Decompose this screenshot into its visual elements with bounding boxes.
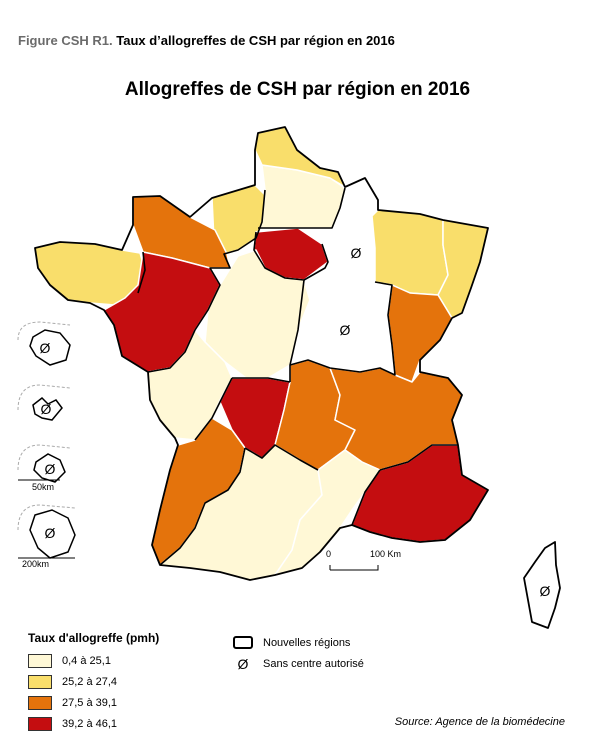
- region-guyane[interactable]: [29, 509, 76, 559]
- scale-bar: 0 100 Km: [326, 549, 401, 571]
- overseas-insets: [29, 329, 76, 559]
- legend-no-center: Ø Sans centre autorisé: [233, 653, 364, 674]
- null-symbols: Ø Ø Ø Ø Ø Ø Ø: [40, 245, 551, 599]
- null-symbol-bourgogne: Ø: [340, 322, 351, 338]
- region-bourgogne[interactable]: [289, 267, 393, 373]
- region-reunion[interactable]: [33, 453, 66, 483]
- null-symbol-martinique: Ø: [40, 340, 51, 356]
- legend-symbols: Nouvelles régions Ø Sans centre autorisé: [233, 632, 364, 674]
- figure-caption: Figure CSH R1. Taux d’allogreffes de CSH…: [18, 33, 395, 48]
- legend-new-regions-label: Nouvelles régions: [263, 636, 351, 649]
- legend-no-center-label: Sans centre autorisé: [263, 657, 364, 670]
- legend-label: 0,4 à 25,1: [62, 654, 111, 667]
- figure-number: Figure CSH R1.: [18, 33, 113, 48]
- null-symbol-champagne: Ø: [351, 245, 362, 261]
- inset-scale-50km: 50km: [32, 482, 54, 492]
- scale-bar-end: 100 Km: [370, 549, 401, 559]
- legend-swatch: [28, 695, 52, 710]
- legend-classes: Taux d'allogreffe (pmh) 0,4 à 25,1 25,2 …: [28, 631, 159, 734]
- legend-swatch: [28, 716, 52, 731]
- legend-swatch: [28, 674, 52, 689]
- legend-title: Taux d'allogreffe (pmh): [28, 631, 160, 645]
- null-symbol-reunion: Ø: [45, 461, 56, 477]
- legend-item: 25,2 à 27,4: [28, 671, 159, 692]
- national-border: [34, 126, 561, 629]
- legend-label: 25,2 à 27,4: [62, 675, 118, 688]
- null-symbol-corse: Ø: [540, 583, 551, 599]
- source-note: Source: Agence de la biomédecine: [394, 716, 565, 728]
- inset-frames: [17, 321, 76, 531]
- legend-item: 27,5 à 39,1: [28, 692, 159, 713]
- new-region-border-icon: [233, 636, 253, 649]
- map-title: Allogreffes de CSH par région en 2016: [124, 79, 471, 100]
- figure-caption-text: Taux d’allogreffes de CSH par région en …: [116, 33, 395, 48]
- region-lorraine[interactable]: [371, 209, 449, 296]
- null-symbol-guadeloupe: Ø: [41, 401, 52, 417]
- null-symbol-guyane: Ø: [45, 525, 56, 541]
- legend-swatch: [28, 653, 52, 668]
- legend-label: 27,5 à 39,1: [62, 696, 118, 709]
- region-martinique[interactable]: [29, 329, 71, 366]
- scale-bar-start: 0: [326, 549, 331, 559]
- null-symbol-icon: Ø: [237, 655, 249, 672]
- legend-label: 39,2 à 46,1: [62, 717, 118, 730]
- new-region-borders: [137, 187, 458, 566]
- region-guadeloupe[interactable]: [32, 397, 63, 421]
- legend-new-regions: Nouvelles régions: [233, 632, 364, 653]
- legend-item: 39,2 à 46,1: [28, 713, 159, 734]
- legend-item: 0,4 à 25,1: [28, 650, 159, 671]
- inset-scale-200km: 200km: [22, 559, 49, 569]
